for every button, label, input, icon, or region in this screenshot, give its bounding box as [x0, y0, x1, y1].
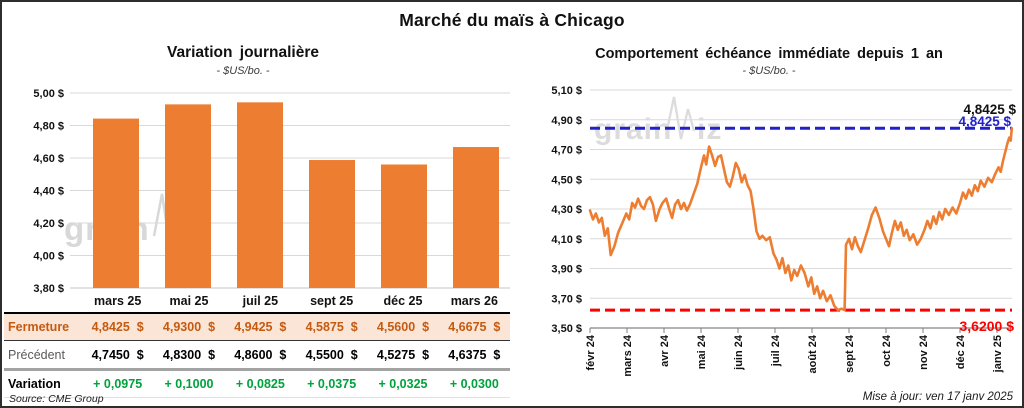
table-value-cell: 4,6675 $	[448, 320, 501, 334]
x-tick-label: janv 25	[992, 335, 1004, 373]
table-column-header: mai 25	[169, 294, 209, 308]
x-tick-label: oct 24	[881, 334, 893, 367]
table-value-cell: + 0,1000	[164, 377, 214, 391]
x-tick-label: mars 24	[622, 334, 634, 376]
table-row-label: Précédent	[8, 347, 65, 362]
table-value-cell: 4,9425 $	[234, 320, 287, 334]
table-value-cell: 4,8300 $	[162, 347, 216, 362]
y-tick-label: 4,50 $	[551, 174, 582, 186]
watermark-zigzag-icon	[664, 96, 696, 140]
y-tick-label: 4,80 $	[33, 121, 64, 133]
table-value-cell: + 0,0375	[307, 377, 357, 391]
table-value-cell: 4,5600 $	[376, 320, 430, 334]
bar-mars-26	[453, 147, 499, 288]
table-row-var: Variation + 0,0975 + 0,1000 + 0,0825 + 0,037…	[4, 371, 510, 398]
y-tick-label: 5,10 $	[551, 85, 582, 97]
table-column-header: mars 25	[94, 294, 142, 308]
x-tick-label: mai 24	[696, 334, 708, 369]
bar-chart-svg: 5,00 $ 4,80 $ 4,60 $ 4,40 $ 4,20 $ 4,00 $ 3,80…	[33, 88, 510, 295]
table-row-close: Fermeture 4,8425 $ 4,9300 $ 4,9425 $ 4,5875 …	[4, 314, 510, 341]
y-tick-label: 4,40 $	[33, 186, 64, 198]
table-row-label: Variation	[8, 377, 61, 391]
table-value-cell: 4,6375 $	[448, 347, 501, 362]
bar-juil-25	[237, 102, 283, 288]
line-chart-title: Comportement échéance immédiate depuis 1…	[595, 46, 943, 62]
table-value-cell: 4,5500 $	[305, 347, 358, 362]
table-value-cell: + 0,0300	[449, 377, 499, 391]
line-chart-svg: 5,10 $ 4,90 $ 4,70 $ 4,50 $ 4,30 $ 4,10 $ 3,90…	[551, 85, 1016, 377]
table-value-cell: + 0,0325	[378, 377, 428, 391]
y-tick-label: 4,30 $	[551, 204, 582, 216]
table-value-cell: + 0,0975	[93, 377, 143, 391]
table-value-cell: 4,9300 $	[162, 320, 216, 334]
table-row-prev: Précédent 4,7450 $ 4,8300 $ 4,8600 $ 4,5500 …	[4, 341, 510, 371]
table-column-header: mars 26	[450, 294, 498, 308]
y-tick-label: 3,80 $	[33, 283, 64, 295]
y-tick-label: 3,90 $	[551, 264, 582, 276]
y-tick-label: 4,10 $	[551, 234, 582, 246]
x-tick-label: juin 24	[733, 334, 745, 371]
bar-chart-subtitle: - $US/bo. -	[216, 65, 270, 77]
table-value-cell: 4,5875 $	[305, 320, 358, 334]
table-value-cell: 4,5275 $	[376, 347, 430, 362]
table-row-label: Fermeture	[8, 320, 70, 334]
y-tick-label: 4,90 $	[551, 115, 582, 127]
futures-table: mars 25 mai 25 juil 25 sept 25 déc 25 mars 26…	[4, 290, 510, 398]
y-tick-label: 3,70 $	[551, 293, 582, 305]
table-column-header: sept 25	[310, 294, 354, 308]
year-low-label: 3,6200 $	[960, 318, 1015, 334]
x-tick-label: nov 24	[918, 334, 930, 370]
table-header-row: mars 25 mai 25 juil 25 sept 25 déc 25 mars 26	[4, 290, 510, 314]
bar-sept-25	[309, 160, 355, 288]
source-note: Source: CME Group	[9, 393, 104, 405]
y-tick-label: 4,60 $	[33, 153, 64, 165]
y-tick-label: 3,50 $	[551, 323, 582, 335]
table-column-header: juil 25	[242, 294, 279, 308]
last-close-label-blue: 4,8425 $	[958, 114, 1011, 129]
line-chart-subtitle: - $US/bo. -	[742, 65, 796, 77]
table-value-cell: 4,7450 $	[91, 347, 144, 362]
price-line-series	[588, 126, 1014, 312]
x-tick-label: févr 24	[585, 334, 597, 370]
y-tick-label: 4,20 $	[33, 218, 64, 230]
y-tick-label: 4,70 $	[551, 145, 582, 157]
table-value-cell: 4,8425 $	[91, 320, 144, 334]
bar-mai-25	[165, 104, 211, 288]
x-tick-label: déc 24	[955, 334, 967, 369]
x-tick-label: avr 24	[659, 334, 671, 367]
page-title: Marché du maïs à Chicago	[399, 10, 625, 30]
bar-déc-25	[381, 164, 427, 288]
y-tick-label: 5,00 $	[33, 88, 64, 100]
x-tick-label: juil 24	[770, 334, 782, 367]
bar-chart-title: Variation journalière	[166, 44, 320, 61]
x-tick-label: sept 24	[844, 334, 856, 373]
last-close-label-black: 4,8425 $	[963, 102, 1016, 117]
y-tick-label: 4,00 $	[33, 251, 64, 263]
table-column-header: déc 25	[383, 294, 423, 308]
x-tick-label: août 24	[807, 334, 819, 373]
update-note: Mise à jour: ven 17 janv 2025	[862, 391, 1013, 403]
bar-mars-25	[93, 118, 139, 288]
table-value-cell: + 0,0825	[235, 377, 285, 391]
table-value-cell: 4,8600 $	[234, 347, 287, 362]
